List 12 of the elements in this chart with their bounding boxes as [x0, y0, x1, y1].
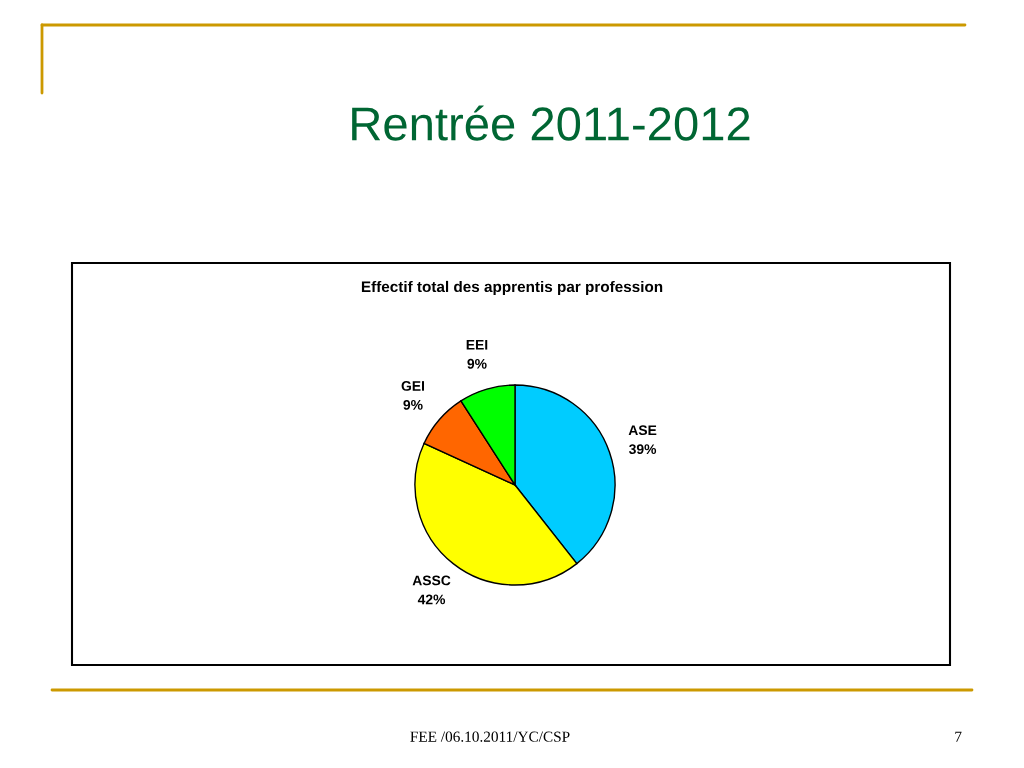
text: FEE /06.10.2011/YC/CSP [410, 731, 570, 742]
slice-label: GEI [401, 380, 425, 391]
data-label: 9% [467, 358, 487, 369]
text: 7 [955, 731, 962, 742]
data-label: 39% [629, 444, 657, 455]
slice-label: EEI [466, 340, 488, 350]
data-label: 9% [403, 399, 423, 410]
slice-label: ASSC [412, 575, 451, 586]
slice-label: ASE [628, 425, 657, 436]
data-label: 42% [417, 594, 446, 605]
chart-title: Rentrée 2011-2012 [352, 105, 750, 141]
chart-subtitle: Effectif total des apprentis par profession [361, 280, 663, 296]
